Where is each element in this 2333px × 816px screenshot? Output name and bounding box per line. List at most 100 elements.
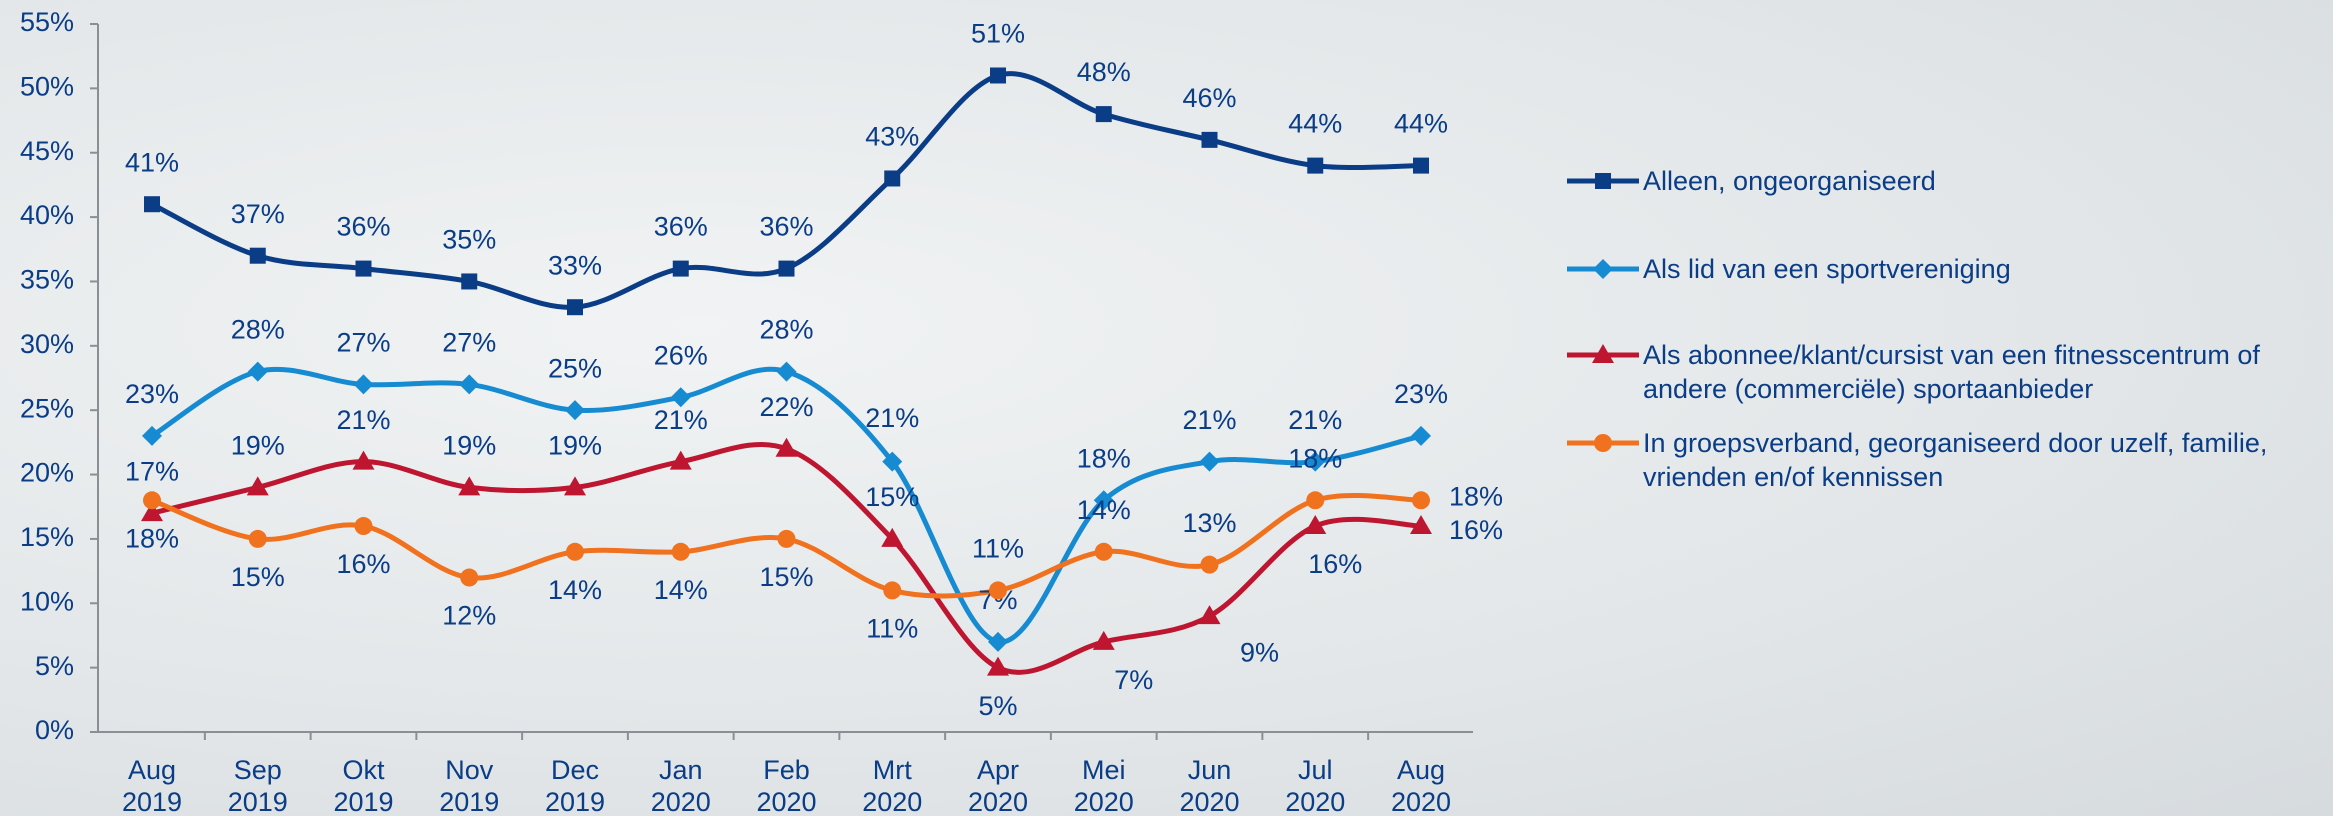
data-label: 15% xyxy=(231,562,285,592)
data-label: 36% xyxy=(336,212,390,242)
legend-marker xyxy=(1593,259,1613,279)
marker xyxy=(987,656,1009,676)
data-label: 23% xyxy=(1394,379,1448,409)
data-label: 14% xyxy=(1077,495,1131,525)
data-label: 19% xyxy=(548,431,602,461)
x-tick-label: Jun 2020 xyxy=(1179,755,1239,816)
data-label: 43% xyxy=(865,122,919,152)
y-tick-label: 5% xyxy=(35,651,74,681)
marker xyxy=(1307,157,1324,174)
marker xyxy=(249,247,266,264)
marker xyxy=(988,631,1008,652)
data-label: 7% xyxy=(1114,665,1153,695)
marker xyxy=(461,273,478,290)
y-tick-label: 50% xyxy=(20,71,74,101)
data-label: 36% xyxy=(759,212,813,242)
x-tick-label: Feb 2020 xyxy=(756,755,816,816)
y-tick-label: 20% xyxy=(20,458,74,488)
marker xyxy=(1092,630,1115,650)
legend-swatch xyxy=(1567,173,1639,189)
data-label: 12% xyxy=(442,601,496,631)
data-label: 21% xyxy=(1182,405,1236,435)
y-tick-label: 25% xyxy=(20,393,74,423)
legend-marker xyxy=(1592,344,1614,363)
data-label: 16% xyxy=(336,549,390,579)
marker xyxy=(246,476,269,496)
x-tick-label: Mei 2020 xyxy=(1074,755,1134,816)
data-label: 14% xyxy=(548,575,602,605)
y-tick-label: 10% xyxy=(20,586,74,616)
x-tick-label: Sep 2019 xyxy=(228,755,288,816)
x-tick-label: Okt 2019 xyxy=(333,755,393,816)
data-label: 26% xyxy=(654,340,708,370)
legend-label: Alleen, ongeorganiseerd xyxy=(1643,166,1936,196)
data-label: 22% xyxy=(759,392,813,422)
marker xyxy=(990,67,1006,84)
marker xyxy=(1200,555,1219,574)
marker xyxy=(247,361,268,382)
legend-swatch xyxy=(1567,344,1639,363)
marker xyxy=(1095,106,1112,123)
y-tick-label: 35% xyxy=(20,265,74,295)
marker xyxy=(564,476,586,496)
data-label: 21% xyxy=(654,405,708,435)
data-label: 11% xyxy=(972,534,1024,564)
marker xyxy=(881,527,904,547)
legend-label: In groepsverband, georganiseerd door uze… xyxy=(1643,428,2268,492)
marker xyxy=(777,529,796,548)
marker xyxy=(142,425,162,446)
marker xyxy=(989,581,1007,600)
data-label: 28% xyxy=(759,315,813,345)
y-tick-label: 15% xyxy=(20,522,74,552)
marker xyxy=(1304,515,1327,535)
marker xyxy=(355,260,372,277)
data-label: 21% xyxy=(336,405,390,435)
marker xyxy=(776,361,797,382)
data-label: 19% xyxy=(442,431,496,461)
marker xyxy=(353,374,374,395)
marker xyxy=(671,542,690,561)
data-label: 37% xyxy=(231,199,285,229)
data-label: 48% xyxy=(1077,57,1131,87)
x-tick-label: Jul 2020 xyxy=(1285,755,1345,816)
data-label: 16% xyxy=(1308,549,1362,579)
marker xyxy=(143,491,161,510)
legend-entry: In groepsverband, georganiseerd door uze… xyxy=(1565,426,2323,494)
marker xyxy=(248,529,267,548)
data-label: 18% xyxy=(1077,443,1131,473)
legend-entry: Als lid van een sportvereniging xyxy=(1565,252,2323,286)
data-label: 27% xyxy=(442,328,496,358)
data-label: 27% xyxy=(336,328,390,358)
x-tick-label: Nov 2019 xyxy=(439,755,499,816)
marker xyxy=(1201,131,1218,148)
marker xyxy=(1305,451,1326,472)
marker xyxy=(1412,491,1430,510)
marker xyxy=(778,260,795,277)
y-tick-label: 30% xyxy=(20,329,74,359)
legend-entry: Als abonnee/klant/cursist van een fitnes… xyxy=(1565,338,2323,406)
data-label: 5% xyxy=(978,691,1017,721)
data-label: 15% xyxy=(865,482,919,512)
x-tick-label: Dec 2019 xyxy=(545,755,605,816)
data-label: 21% xyxy=(1288,405,1342,435)
marker xyxy=(144,196,160,213)
marker xyxy=(670,387,691,408)
marker xyxy=(669,450,692,470)
data-label: 19% xyxy=(231,431,285,461)
data-label: 44% xyxy=(1288,109,1342,139)
marker xyxy=(1306,491,1325,510)
data-label: 15% xyxy=(759,562,813,592)
data-label: 51% xyxy=(971,19,1025,49)
data-label: 9% xyxy=(1240,637,1279,667)
marker xyxy=(460,568,479,587)
marker xyxy=(1411,425,1431,446)
data-label: 46% xyxy=(1182,83,1236,113)
x-tick-label: Jan 2020 xyxy=(651,755,711,816)
data-label: 41% xyxy=(125,147,179,177)
y-tick-label: 0% xyxy=(35,715,74,745)
legend-entry: Alleen, ongeorganiseerd xyxy=(1565,164,2323,198)
marker xyxy=(1093,490,1114,511)
data-label: 33% xyxy=(548,250,602,280)
y-tick-label: 40% xyxy=(20,200,74,230)
